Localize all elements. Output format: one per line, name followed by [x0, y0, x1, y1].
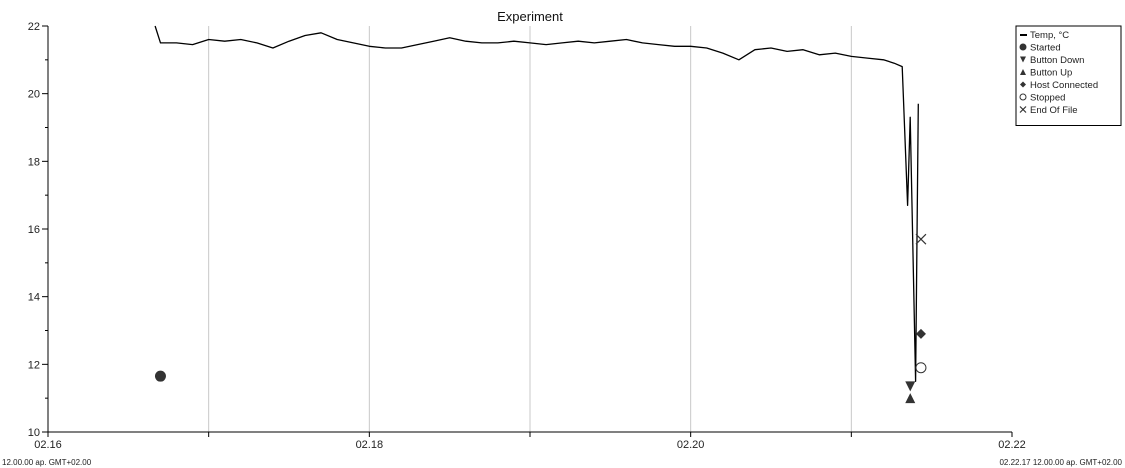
y-tick-label: 18: [28, 156, 40, 168]
legend-swatch-started: [1019, 43, 1027, 51]
y-tick-label: 20: [28, 89, 40, 101]
legend-swatch-host-connected: [1020, 81, 1026, 88]
legend-label-host-connected: Host Connected: [1030, 80, 1098, 91]
legend-label-temperature: Temp, °C: [1030, 30, 1069, 41]
x-axis-ticks: 02.16 02.18 02.20 02.22: [34, 432, 1026, 451]
event-marker-end-of-file: [915, 233, 927, 245]
event-marker-started: [154, 370, 166, 382]
chart-title: Experiment: [497, 9, 563, 24]
x-axis-end-label: 02.22.17 12.00.00 ap. GMT+02.00: [999, 458, 1122, 467]
event-marker-host-connected: [915, 328, 926, 339]
event-marker-stopped: [915, 362, 927, 374]
x-tick-label: 02.18: [356, 439, 384, 451]
y-tick-label: 10: [28, 427, 40, 439]
series-line-temperature: [154, 25, 919, 382]
legend-label-stopped: Stopped: [1030, 93, 1065, 104]
x-tick-label: 02.22: [998, 439, 1026, 451]
legend-swatch-end-of-file: [1019, 106, 1027, 113]
grid-lines: [208, 26, 852, 432]
y-axis-ticks: 10 12 14 16 18 20 22: [28, 21, 48, 439]
legend-swatch-button-up: [1020, 69, 1026, 75]
x-axis-start-label: 12.00.00 ap. GMT+02.00: [2, 458, 92, 467]
series-layer: [154, 25, 919, 382]
y-tick-label: 16: [28, 224, 40, 236]
event-markers: [154, 233, 927, 404]
legend-box: [1015, 25, 1122, 126]
legend-label-button-down: Button Down: [1030, 55, 1084, 66]
legend-label-button-up: Button Up: [1030, 68, 1072, 79]
x-tick-label: 02.16: [34, 439, 62, 451]
legend-swatch-button-down: [1020, 56, 1026, 63]
event-marker-end-of-file-stroke: [915, 233, 927, 245]
x-tick-label: 02.20: [677, 439, 705, 451]
legend-swatch-stopped: [1019, 93, 1027, 101]
y-tick-label: 22: [28, 21, 40, 33]
event-marker-button-down: [905, 381, 916, 392]
legend-label-started: Started: [1030, 43, 1061, 54]
legend-label-end-of-file: End Of File: [1030, 105, 1078, 116]
legend-swatch-end-of-file-stroke: [1019, 106, 1027, 113]
y-tick-label: 12: [28, 359, 40, 371]
y-tick-label: 14: [28, 292, 40, 304]
event-marker-button-up: [905, 393, 916, 404]
